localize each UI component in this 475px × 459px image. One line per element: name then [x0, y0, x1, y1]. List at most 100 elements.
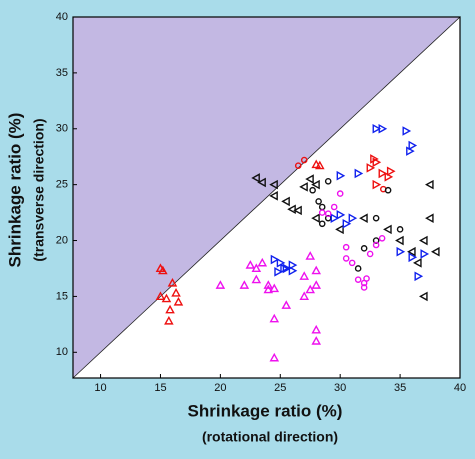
point [420, 249, 430, 259]
point [282, 263, 292, 274]
point [354, 276, 362, 283]
point [281, 300, 292, 309]
point [164, 315, 174, 325]
point [269, 191, 278, 201]
point [372, 241, 380, 249]
y-tick-label: 40 [56, 11, 68, 23]
point [378, 123, 388, 134]
point [311, 280, 322, 289]
point [269, 352, 280, 362]
point [386, 166, 396, 177]
point [251, 173, 260, 183]
point [281, 196, 290, 207]
point [372, 157, 382, 168]
point [315, 160, 325, 170]
y-tick-label: 25 [56, 179, 68, 191]
y-tick-label: 30 [56, 123, 68, 135]
point [239, 280, 250, 289]
point [324, 177, 332, 185]
point [311, 336, 322, 345]
x-tick-label: 20 [214, 382, 226, 394]
point [330, 213, 340, 223]
point [257, 257, 268, 267]
point [315, 198, 322, 205]
x-tick-label: 15 [154, 382, 166, 394]
point [425, 213, 434, 223]
point [288, 260, 298, 270]
point [318, 209, 326, 216]
point [372, 123, 382, 134]
point [311, 179, 320, 190]
point [363, 275, 370, 282]
point [311, 265, 322, 275]
point [330, 203, 338, 211]
x-axis-label: Shrinkage ratio (%) [188, 401, 343, 420]
point [251, 274, 262, 284]
point [408, 140, 418, 151]
point [294, 162, 302, 169]
point [348, 213, 358, 223]
point [269, 313, 280, 323]
point [378, 168, 388, 179]
point [263, 280, 274, 289]
point [342, 218, 352, 229]
point [299, 291, 310, 300]
point [257, 177, 266, 188]
point [370, 154, 379, 164]
point [342, 255, 350, 262]
point [406, 146, 415, 156]
point [360, 284, 368, 291]
x-tick-label: 25 [274, 382, 286, 394]
point [384, 186, 392, 194]
point [311, 324, 322, 334]
point [395, 235, 404, 246]
point [288, 265, 298, 276]
point [408, 252, 418, 263]
point [155, 291, 166, 300]
point [419, 291, 428, 302]
point [414, 271, 424, 282]
point [372, 179, 382, 190]
point [342, 243, 350, 251]
point [305, 174, 314, 184]
point [167, 277, 178, 287]
point [366, 163, 376, 173]
point [378, 234, 386, 242]
point [305, 251, 316, 260]
point [158, 265, 168, 275]
point [354, 168, 364, 179]
point [348, 259, 356, 267]
point [309, 186, 316, 194]
point [299, 182, 308, 192]
point [318, 220, 326, 228]
point [171, 288, 181, 297]
point [359, 213, 368, 223]
point [383, 224, 392, 235]
point [215, 280, 226, 289]
point [274, 267, 283, 277]
point [269, 283, 280, 293]
point [299, 271, 310, 280]
point [165, 304, 175, 314]
point [280, 263, 289, 274]
point [425, 179, 434, 190]
point [263, 284, 274, 294]
point [300, 156, 308, 164]
point [396, 246, 406, 257]
point [336, 210, 346, 220]
y-tick-label: 10 [56, 346, 68, 358]
point [305, 284, 316, 294]
point [269, 179, 278, 190]
y-tick-label: 20 [56, 234, 68, 246]
point [245, 260, 256, 269]
point [402, 126, 412, 136]
x-tick-label: 10 [94, 382, 106, 394]
point [419, 235, 428, 246]
point [270, 254, 280, 265]
point [413, 258, 422, 268]
y-tick-label: 15 [56, 290, 68, 302]
point [287, 204, 296, 215]
point [396, 226, 404, 233]
